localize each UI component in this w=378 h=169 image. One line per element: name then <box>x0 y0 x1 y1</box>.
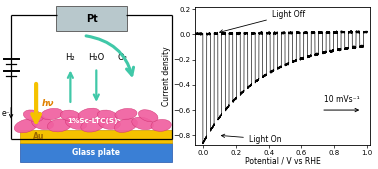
Text: Light Off: Light Off <box>220 10 305 33</box>
Ellipse shape <box>78 108 100 120</box>
Text: Light On: Light On <box>222 134 281 143</box>
Text: H₂: H₂ <box>65 53 75 62</box>
Text: Glass plate: Glass plate <box>72 148 120 157</box>
Text: Pt: Pt <box>86 14 98 24</box>
Y-axis label: Current density: Current density <box>162 46 170 106</box>
Ellipse shape <box>14 119 37 133</box>
X-axis label: Potential / V vs RHE: Potential / V vs RHE <box>245 157 321 166</box>
Text: e⁻: e⁻ <box>2 109 11 118</box>
Ellipse shape <box>60 110 81 121</box>
Ellipse shape <box>115 118 138 132</box>
Text: 1%Sc-LTC(S): 1%Sc-LTC(S) <box>67 118 118 124</box>
Text: H₂O: H₂O <box>88 53 104 62</box>
Ellipse shape <box>23 110 43 122</box>
Ellipse shape <box>151 119 171 131</box>
Ellipse shape <box>47 119 71 132</box>
Text: Au: Au <box>33 132 45 141</box>
Ellipse shape <box>115 108 137 120</box>
Ellipse shape <box>81 119 104 132</box>
Bar <box>20 143 172 162</box>
FancyBboxPatch shape <box>56 6 127 31</box>
Ellipse shape <box>132 117 153 130</box>
Ellipse shape <box>41 108 63 120</box>
Ellipse shape <box>65 117 87 129</box>
Text: hν: hν <box>42 99 54 108</box>
Ellipse shape <box>98 117 120 129</box>
Ellipse shape <box>98 110 118 122</box>
Bar <box>20 130 172 143</box>
Ellipse shape <box>32 117 54 129</box>
Text: 10 mVs⁻¹: 10 mVs⁻¹ <box>324 95 359 104</box>
Text: O₂: O₂ <box>117 53 127 62</box>
Ellipse shape <box>138 110 158 122</box>
